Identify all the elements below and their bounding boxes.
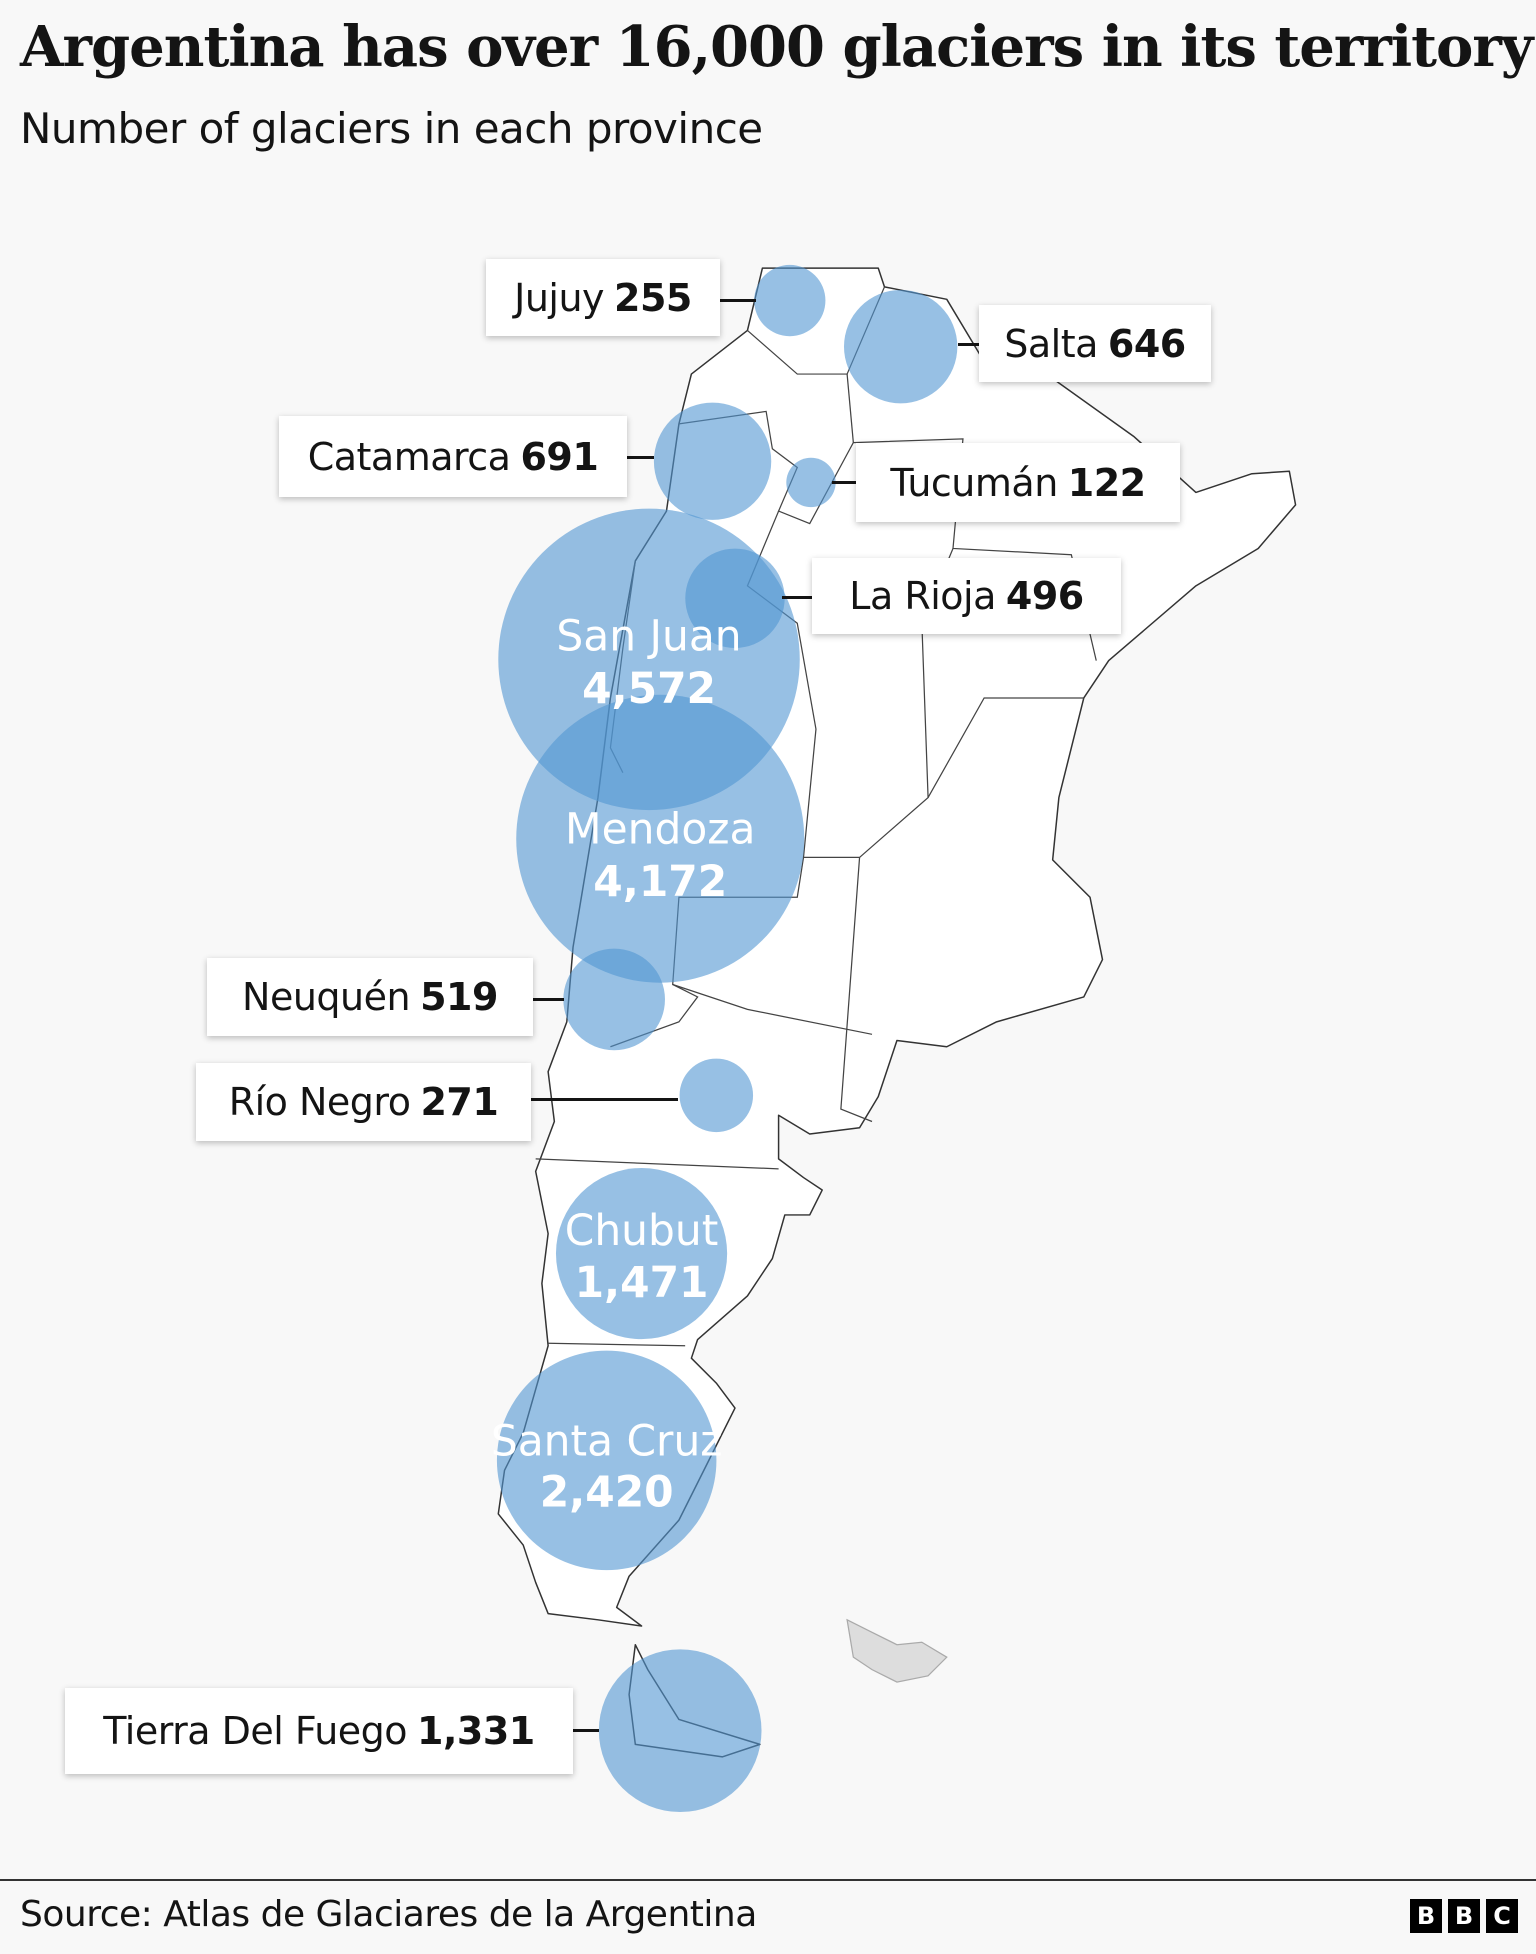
label-mendoza-value: 4,172 (593, 857, 727, 906)
bubble-tucuman (786, 457, 836, 508)
label-value: 496 (1005, 574, 1084, 618)
label-salta: Salta 646 (979, 305, 1211, 382)
footer-divider (0, 1879, 1536, 1881)
bubble-neuquen (563, 948, 665, 1051)
bubble-jujuy (754, 264, 826, 337)
label-name: Neuquén (242, 975, 411, 1019)
bubble-tierra-del-fuego (598, 1649, 762, 1813)
label-name: Río Negro (228, 1080, 411, 1124)
leader-line-tucuman (832, 481, 856, 484)
label-chubut-name: Chubut (565, 1206, 719, 1255)
label-san-juan-value: 4,572 (582, 664, 716, 713)
bubbles-layer (496, 264, 958, 1813)
label-value: 271 (420, 1080, 499, 1124)
label-value: 1,331 (417, 1709, 535, 1753)
label-value: 122 (1067, 460, 1146, 505)
label-value: 519 (420, 975, 498, 1019)
label-santa-cruz-name: Santa Cruz (491, 1416, 723, 1465)
label-catamarca: Catamarca 691 (279, 416, 627, 497)
leader-line-catamarca (627, 456, 654, 459)
chart-title: Argentina has over 16,000 glaciers in it… (20, 14, 1533, 80)
leader-line-jujuy (720, 299, 756, 302)
label-tierra-del-fuego: Tierra Del Fuego 1,331 (65, 1688, 573, 1774)
leader-line-salta (958, 343, 979, 346)
label-name: Tucumán (890, 460, 1058, 505)
label-value: 646 (1107, 321, 1186, 366)
label-mendoza-name: Mendoza (565, 805, 755, 854)
label-name: Tierra Del Fuego (103, 1709, 408, 1753)
bubble-santa-cruz (496, 1350, 717, 1571)
leader-line-tierra-del-fuego (573, 1729, 599, 1732)
bbc-logo: B B C (1410, 1899, 1518, 1933)
logo-letter: C (1486, 1899, 1518, 1933)
bubble-catamarca (653, 402, 772, 520)
label-san-juan-name: San Juan (556, 612, 741, 661)
label-name: La Rioja (849, 574, 996, 618)
bubble-mendoza (516, 694, 805, 983)
logo-letter: B (1410, 1899, 1442, 1933)
logo-letter: B (1448, 1899, 1480, 1933)
inner-labels: San Juan 4,572 Mendoza 4,172 Chubut 1,47… (491, 612, 756, 1517)
leader-line-neuquen (533, 998, 564, 1001)
label-name: Jujuy (514, 275, 605, 320)
bubble-chubut (555, 1167, 728, 1340)
chart-subtitle: Number of glaciers in each province (20, 104, 763, 153)
label-tucuman: Tucumán 122 (856, 443, 1180, 522)
label-jujuy: Jujuy 255 (486, 259, 720, 336)
label-santa-cruz-value: 2,420 (540, 1467, 674, 1516)
source-note: Source: Atlas de Glaciares de la Argenti… (20, 1894, 757, 1935)
label-name: Salta (1004, 321, 1098, 366)
bubble-rio-negro (679, 1058, 754, 1133)
label-name: Catamarca (307, 434, 511, 479)
label-chubut-value: 1,471 (575, 1258, 709, 1307)
label-value: 255 (614, 275, 692, 320)
leader-line-la-rioja (782, 596, 812, 599)
label-neuquen: Neuquén 519 (207, 958, 533, 1036)
malvinas-islands (846, 1618, 948, 1683)
label-value: 691 (520, 434, 599, 479)
leader-line-rio-negro (531, 1098, 678, 1101)
label-la-rioja: La Rioja 496 (812, 558, 1121, 634)
bubble-salta (843, 289, 958, 404)
label-rio-negro: Río Negro 271 (196, 1063, 531, 1141)
